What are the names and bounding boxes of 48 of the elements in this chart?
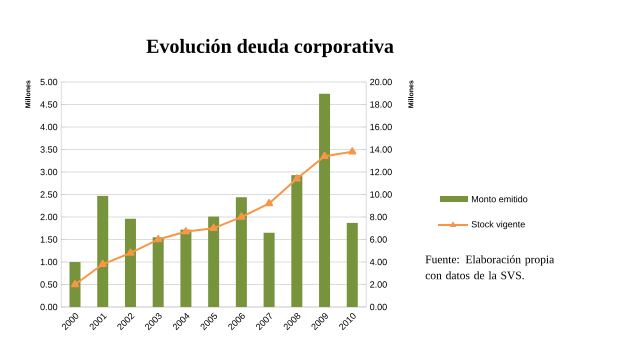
bar [319,94,330,307]
point [237,212,246,220]
y-tick-label: 1.00 [40,258,58,266]
bar [124,218,136,307]
y2-tick-label: 10.00 [370,191,392,198]
y-tick-label: 4.50 [40,101,58,108]
y2-tick-label: 0.00 [370,304,387,310]
point [98,260,107,267]
y2-tick-label: 16.00 [370,124,392,130]
y-tick-label: 3.50 [40,146,58,153]
y2-tick-label: 14.00 [370,146,392,153]
legend-label: Monto emitido [472,196,528,202]
bar [70,262,80,307]
y-tick-label: 2.00 [40,214,58,220]
source-note: Fuente: Elaboración propia con datos de la SVS. [426,255,554,280]
point [182,227,190,234]
point [70,280,80,288]
point [320,152,329,159]
y2-tick-label: 4.00 [370,258,387,266]
y-tick-label: 0.00 [40,304,58,310]
bar [152,237,164,307]
legend-label: Stock vigente [472,220,525,230]
point [210,224,218,231]
y-tick-label: 2.50 [40,191,58,198]
bar [236,197,247,307]
y-tick-label: 0.50 [40,281,58,288]
bar [346,222,358,307]
bar [97,196,108,307]
bar [180,230,192,307]
y-tick-label: 4.00 [40,124,58,130]
y2-tick-label: 8.00 [370,214,387,220]
point [265,199,274,206]
y-tick-label: 3.00 [40,168,58,176]
point [126,248,134,256]
bar [208,216,220,307]
y-tick-label: 1.50 [40,236,58,243]
y2-tick-label: 18.00 [370,101,392,108]
chart-title: Evolución deuda corporativa [146,38,394,58]
y2-tick-label: 2.00 [370,281,387,288]
point [348,147,356,154]
bar [291,175,302,307]
y2-tick-label: 20.00 [370,78,392,86]
point [154,235,162,242]
y2-tick-label: 6.00 [370,236,387,243]
y2-tick-label: 12.00 [370,168,392,176]
y-tick-label: 5.00 [40,78,58,86]
bar [264,232,275,307]
point [292,174,301,182]
